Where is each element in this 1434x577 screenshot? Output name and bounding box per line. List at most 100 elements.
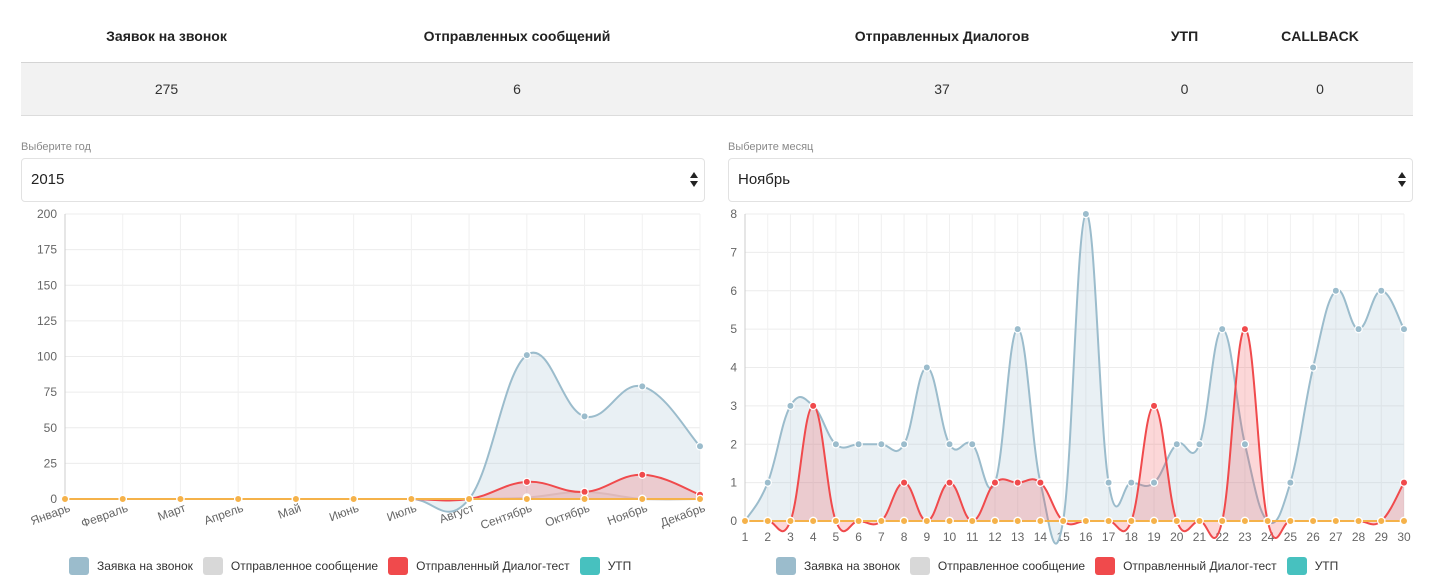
yearly-legend-item-calls[interactable]: Заявка на звонок — [69, 557, 193, 575]
header-calls: Заявок на звонок — [106, 28, 227, 44]
monthly-series-calls-point[interactable] — [1354, 324, 1363, 334]
yearly-series-callback-point[interactable] — [638, 494, 647, 504]
legend-label: УТП — [607, 559, 632, 573]
yearly-series-callback-point[interactable] — [176, 494, 185, 504]
yearly-series-dialogs-point[interactable] — [638, 470, 647, 479]
monthly-series-callback-point[interactable] — [1286, 516, 1295, 526]
yearly-series-calls-point[interactable] — [522, 350, 532, 360]
monthly-series-callback-point[interactable] — [1036, 516, 1045, 526]
monthly-series-callback-point[interactable] — [922, 516, 931, 526]
monthly-series-calls-point[interactable] — [1195, 440, 1204, 449]
monthly-series-callback-point[interactable] — [1104, 516, 1113, 526]
monthly-series-callback-point[interactable] — [1127, 516, 1136, 526]
yearly-series-callback-point[interactable] — [407, 494, 416, 504]
monthly-series-callback-point[interactable] — [1308, 516, 1318, 526]
yearly-legend-item-utp[interactable]: УТП — [579, 557, 632, 575]
monthly-series-calls-point[interactable] — [1308, 363, 1318, 372]
monthly-series-calls-point[interactable] — [1331, 286, 1341, 295]
monthly-series-dialogs-point[interactable] — [1149, 401, 1159, 411]
monthly-series-callback-point[interactable] — [831, 516, 841, 526]
monthly-series-calls-point[interactable] — [877, 440, 886, 449]
monthly-series-callback-point[interactable] — [1149, 516, 1159, 526]
monthly-series-callback-point[interactable] — [1331, 516, 1341, 526]
monthly-series-callback-point[interactable] — [1081, 516, 1091, 526]
yearly-series-callback-point[interactable] — [580, 494, 589, 504]
monthly-series-dialogs-point[interactable] — [1013, 478, 1022, 487]
month-panel: Выберите месяц Ноябрь — [728, 138, 1413, 202]
yearly-series-callback-point[interactable] — [233, 494, 243, 504]
monthly-series-callback-point[interactable] — [968, 516, 977, 526]
monthly-series-dialogs-point[interactable] — [945, 478, 954, 487]
yearly-series-callback-point[interactable] — [349, 494, 358, 504]
monthly-series-callback-point[interactable] — [808, 516, 818, 526]
monthly-series-calls-point[interactable] — [1286, 478, 1295, 487]
monthly-series-callback-point[interactable] — [1263, 516, 1272, 526]
monthly-x-tick-label: 8 — [901, 530, 908, 544]
monthly-series-dialogs-point[interactable] — [808, 401, 818, 411]
yearly-x-tick-label: Май — [276, 501, 303, 522]
monthly-series-calls-point[interactable] — [968, 440, 977, 449]
monthly-series-calls-point[interactable] — [899, 440, 909, 449]
monthly-series-callback-point[interactable] — [1013, 516, 1022, 526]
monthly-series-calls-point[interactable] — [1104, 478, 1113, 487]
yearly-series-dialogs-point[interactable] — [580, 487, 589, 497]
yearly-legend-item-dialogs[interactable]: Отправленный Диалог-тест — [388, 557, 570, 575]
monthly-series-calls-point[interactable] — [945, 440, 954, 449]
yearly-series-calls-point[interactable] — [580, 412, 589, 421]
yearly-series-calls-point[interactable] — [695, 442, 705, 451]
monthly-series-calls-point[interactable] — [1081, 209, 1091, 219]
yearly-series-callback-point[interactable] — [695, 494, 705, 504]
yearly-series-calls-point[interactable] — [638, 382, 647, 391]
yearly-series-callback-point[interactable] — [291, 494, 301, 504]
yearly-series-callback-point[interactable] — [118, 494, 127, 504]
monthly-series-calls-point[interactable] — [1399, 324, 1409, 334]
monthly-legend-item-calls[interactable]: Заявка на звонок — [776, 557, 900, 575]
monthly-series-calls-point[interactable] — [1377, 286, 1386, 295]
monthly-legend-item-dialogs[interactable]: Отправленный Диалог-тест — [1095, 557, 1277, 575]
monthly-legend-item-messages[interactable]: Отправленное сообщение — [909, 557, 1085, 575]
monthly-series-calls-point[interactable] — [1218, 324, 1227, 334]
monthly-legend-item-utp[interactable]: УТП — [1286, 557, 1338, 575]
monthly-series-callback-point[interactable] — [854, 516, 863, 526]
monthly-series-callback-point[interactable] — [990, 516, 1000, 526]
monthly-series-callback-point[interactable] — [1218, 516, 1227, 526]
monthly-x-tick-label: 4 — [810, 530, 817, 544]
monthly-series-callback-point[interactable] — [1240, 516, 1250, 526]
month-select[interactable]: Ноябрь — [728, 158, 1413, 202]
monthly-series-callback-point[interactable] — [877, 516, 886, 526]
monthly-series-dialogs-point[interactable] — [899, 478, 909, 487]
yearly-series-callback-point[interactable] — [464, 494, 474, 504]
monthly-series-dialogs-point[interactable] — [1399, 478, 1409, 487]
monthly-series-calls-point[interactable] — [1013, 324, 1022, 334]
yearly-series-callback-point[interactable] — [522, 494, 532, 504]
monthly-series-calls-point[interactable] — [1127, 478, 1136, 487]
monthly-series-callback-point[interactable] — [1172, 516, 1181, 526]
monthly-series-calls-point[interactable] — [922, 363, 931, 372]
monthly-series-callback-point[interactable] — [945, 516, 954, 526]
monthly-series-dialogs-point[interactable] — [1036, 478, 1045, 487]
monthly-series-callback-point[interactable] — [1058, 516, 1068, 526]
monthly-series-callback-point[interactable] — [1377, 516, 1386, 526]
monthly-series-calls-point[interactable] — [1240, 440, 1250, 449]
monthly-series-calls-point[interactable] — [831, 440, 841, 449]
monthly-series-callback-point[interactable] — [1195, 516, 1204, 526]
monthly-series-callback-point[interactable] — [786, 516, 795, 526]
monthly-series-callback-point[interactable] — [1354, 516, 1363, 526]
monthly-series-callback-point[interactable] — [1399, 516, 1409, 526]
monthly-series-dialogs-point[interactable] — [1240, 324, 1250, 334]
year-select[interactable]: 2015 — [21, 158, 705, 202]
monthly-series-calls-point[interactable] — [1172, 440, 1181, 449]
monthly-x-tick-label: 13 — [1011, 530, 1025, 544]
monthly-series-calls-point[interactable] — [786, 401, 795, 411]
monthly-series-calls-point[interactable] — [1149, 478, 1159, 487]
monthly-series-callback-point[interactable] — [740, 516, 750, 526]
yearly-series-dialogs-point[interactable] — [522, 477, 532, 487]
monthly-series-calls-point[interactable] — [854, 440, 863, 449]
yearly-series-callback-point[interactable] — [60, 494, 70, 504]
yearly-legend-item-messages[interactable]: Отправленное сообщение — [202, 557, 378, 575]
monthly-x-tick-label: 10 — [943, 530, 957, 544]
monthly-series-dialogs-point[interactable] — [990, 478, 1000, 487]
monthly-series-callback-point[interactable] — [899, 516, 909, 526]
monthly-series-callback-point[interactable] — [763, 516, 772, 526]
monthly-series-calls-point[interactable] — [763, 478, 772, 487]
